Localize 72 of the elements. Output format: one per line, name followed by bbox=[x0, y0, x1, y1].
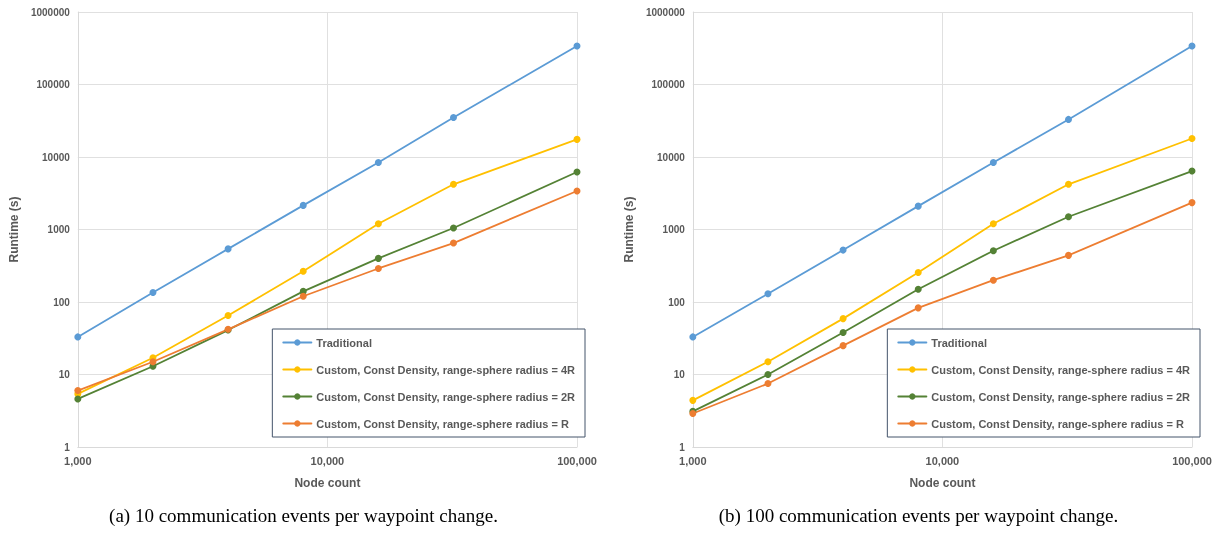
point bbox=[764, 371, 772, 378]
point bbox=[989, 276, 997, 284]
point bbox=[224, 312, 232, 320]
legend-label: Custom, Const Density, range-sphere radius = R bbox=[316, 417, 569, 430]
legend-label: Traditional bbox=[316, 336, 372, 349]
point bbox=[74, 395, 82, 403]
x-axis-title: Node count bbox=[909, 476, 976, 490]
y-tick-label: 10 bbox=[673, 369, 686, 380]
y-axis-title: Runtime (s) bbox=[622, 196, 636, 263]
point bbox=[450, 114, 457, 122]
point bbox=[374, 254, 382, 262]
y-tick-label: 10 bbox=[58, 369, 71, 380]
legend-label: Traditional bbox=[931, 336, 987, 349]
point bbox=[914, 202, 922, 210]
legend-label: Custom, Const Density, range-sphere radius = R bbox=[931, 417, 1184, 430]
point bbox=[374, 264, 382, 272]
point bbox=[374, 220, 382, 228]
y-tick-label: 100 bbox=[53, 296, 71, 308]
point bbox=[299, 267, 307, 275]
x-axis-title: Node count bbox=[294, 476, 361, 490]
point bbox=[914, 285, 922, 293]
x-tick-label: 100,000 bbox=[1172, 454, 1212, 467]
point bbox=[374, 158, 382, 166]
point bbox=[689, 396, 697, 404]
point bbox=[74, 333, 82, 341]
y-tick-label: 1000000 bbox=[645, 6, 686, 18]
point bbox=[839, 328, 847, 336]
point bbox=[914, 269, 922, 277]
x-tick-label: 1,000 bbox=[64, 454, 92, 467]
y-tick-label: 1 bbox=[64, 441, 71, 453]
point bbox=[1065, 180, 1072, 188]
point bbox=[299, 292, 307, 300]
legend-label: Custom, Const Density, range-sphere radius = 2R bbox=[316, 390, 576, 403]
x-tick-label: 100,000 bbox=[557, 454, 597, 467]
y-tick-label: 1000000 bbox=[30, 6, 71, 18]
y-tick-label: 100000 bbox=[651, 79, 686, 90]
text: (b) 100 communication events per waypoint change. bbox=[717, 505, 1120, 527]
point bbox=[1065, 213, 1072, 221]
point bbox=[989, 220, 997, 228]
y-tick-label: 10000 bbox=[42, 151, 71, 163]
point bbox=[764, 290, 772, 298]
legend-label: Custom, Const Density, range-sphere radius = 2R bbox=[931, 390, 1191, 403]
y-tick-label: 100 bbox=[668, 296, 686, 308]
point bbox=[839, 315, 847, 323]
point bbox=[450, 239, 457, 247]
legend-label: Custom, Const Density, range-sphere radius = 4R bbox=[931, 363, 1191, 376]
x-tick-label: 1,000 bbox=[679, 454, 707, 467]
y-axis-title: Runtime (s) bbox=[7, 196, 21, 263]
point bbox=[450, 224, 457, 232]
point bbox=[1065, 251, 1072, 259]
point bbox=[914, 304, 922, 312]
x-tick-label: 10,000 bbox=[310, 454, 345, 467]
point bbox=[989, 247, 997, 255]
y-tick-label: 1000 bbox=[662, 224, 686, 235]
point bbox=[299, 201, 307, 209]
text: (a) 10 communication events per waypoint change. bbox=[108, 505, 499, 527]
point bbox=[450, 180, 457, 188]
y-tick-label: 1000 bbox=[47, 224, 71, 235]
point bbox=[839, 342, 847, 350]
legend-label: Custom, Const Density, range-sphere radius = 4R bbox=[316, 363, 576, 376]
point bbox=[764, 380, 772, 388]
y-tick-label: 10000 bbox=[657, 151, 686, 163]
point bbox=[1065, 115, 1072, 123]
point bbox=[224, 245, 232, 253]
point bbox=[149, 358, 157, 366]
y-tick-label: 100000 bbox=[36, 79, 71, 90]
point bbox=[689, 333, 697, 341]
point bbox=[149, 289, 157, 297]
point bbox=[989, 158, 997, 166]
y-tick-label: 1 bbox=[679, 441, 686, 453]
x-tick-label: 10,000 bbox=[925, 454, 960, 467]
point bbox=[764, 358, 772, 366]
